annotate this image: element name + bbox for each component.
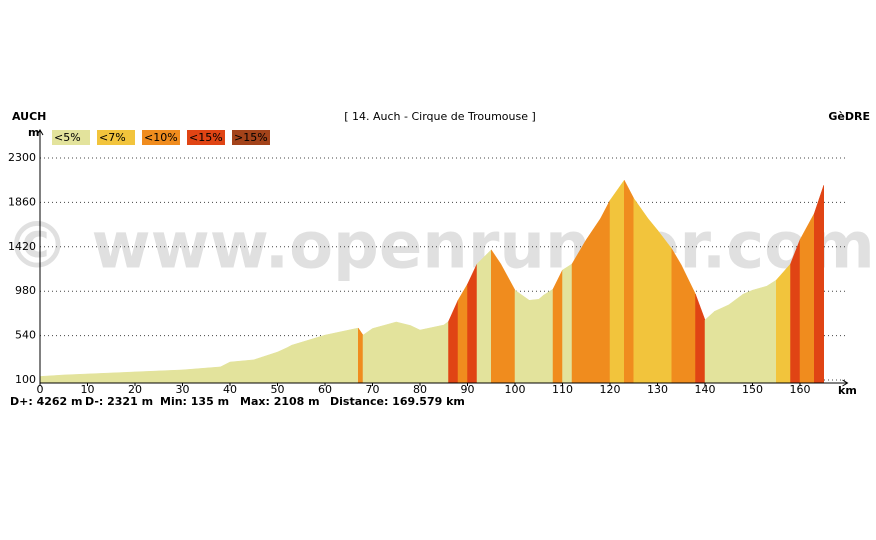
- profile-segment: [538, 294, 544, 384]
- profile-segment: [514, 289, 530, 384]
- x-tick-label: 160: [790, 383, 811, 396]
- x-tick-label: 70: [366, 383, 380, 396]
- end-label: GèDRE: [828, 110, 870, 123]
- profile-segment: [457, 283, 468, 384]
- x-axis-label: km: [838, 384, 857, 397]
- x-tick-label: 140: [695, 383, 716, 396]
- x-tick-label: 10: [81, 383, 95, 396]
- profile-segment: [624, 180, 634, 384]
- profile-segment: [362, 328, 373, 384]
- profile-segment: [647, 217, 658, 384]
- y-axis-label: m: [28, 126, 39, 139]
- stat: D+: 4262 m: [10, 395, 82, 408]
- x-tick-label: 0: [37, 383, 44, 396]
- y-axis-arrow: [36, 129, 44, 136]
- profile-segment: [87, 371, 136, 384]
- y-tick-label: 540: [15, 329, 36, 342]
- profile-segment: [571, 238, 587, 384]
- profile-segment: [728, 293, 744, 384]
- profile-segment: [324, 327, 359, 384]
- x-tick-label: 40: [223, 383, 237, 396]
- profile-segment: [134, 369, 183, 384]
- profile-segment: [182, 366, 221, 384]
- legend-label: <5%: [54, 131, 81, 144]
- profile-segment: [220, 361, 231, 384]
- profile-segment: [790, 239, 801, 384]
- legend-swatch: [232, 130, 270, 145]
- profile-segment: [776, 263, 791, 384]
- profile-segment: [277, 347, 288, 384]
- profile-segment: [448, 300, 459, 384]
- profile-segment: [63, 373, 88, 384]
- legend-swatch: [187, 130, 225, 145]
- profile-segment: [467, 263, 478, 384]
- profile-segment: [633, 197, 649, 384]
- profile-segment: [671, 247, 682, 384]
- profile: [39, 179, 824, 384]
- profile-segment: [695, 294, 706, 384]
- x-tick-label: 110: [552, 383, 573, 396]
- profile-segment: [600, 200, 611, 384]
- profile-segment: [742, 289, 753, 384]
- legend-label: >15%: [234, 131, 268, 144]
- x-tick-label: 130: [647, 383, 668, 396]
- x-tick-label: 120: [600, 383, 621, 396]
- profile-segment: [286, 344, 292, 384]
- chart-title: [ 14. Auch - Cirque de Troumouse ]: [344, 110, 536, 123]
- x-tick-label: 80: [413, 383, 427, 396]
- x-tick-label: 90: [461, 383, 475, 396]
- profile-segment: [476, 249, 492, 384]
- profile-segment: [396, 321, 411, 384]
- profile-segment: [529, 298, 539, 384]
- profile-segment: [39, 374, 64, 384]
- stat: Distance: 169.579 km: [330, 395, 465, 408]
- profile-segment: [714, 304, 729, 384]
- legend-swatch: [52, 130, 90, 145]
- profile-segment: [752, 285, 767, 384]
- legend-swatch: [97, 130, 135, 145]
- x-axis-arrow: [842, 379, 849, 387]
- y-tick-label: 980: [15, 284, 36, 297]
- x-tick-label: 20: [128, 383, 142, 396]
- profile-segment: [586, 217, 601, 384]
- profile-segment: [419, 324, 444, 384]
- profile-segment: [657, 229, 672, 384]
- stat: D-: 2321 m: [85, 395, 153, 408]
- stat: Min: 135 m: [160, 395, 229, 408]
- y-tick-label: 100: [15, 373, 36, 386]
- y-tick-label: 2300: [8, 151, 36, 164]
- x-tick-label: 30: [176, 383, 190, 396]
- profile-segment: [491, 249, 501, 384]
- x-tick-label: 60: [318, 383, 332, 396]
- start-label: AUCH: [12, 110, 46, 123]
- profile-segment: [552, 269, 563, 384]
- profile-segment: [229, 359, 254, 384]
- profile-segment: [609, 179, 625, 384]
- legend-label: <15%: [189, 131, 223, 144]
- profile-segment: [704, 310, 715, 384]
- profile-segment: [443, 320, 449, 384]
- y-tick-label: 1860: [8, 195, 36, 208]
- profile-segment: [814, 185, 824, 384]
- profile-segment: [799, 213, 815, 384]
- x-tick-label: 50: [271, 383, 285, 396]
- legend-label: <7%: [99, 131, 126, 144]
- stat: Max: 2108 m: [240, 395, 320, 408]
- profile-segment: [372, 321, 397, 384]
- profile-segment: [562, 263, 573, 384]
- profile-segment: [291, 334, 326, 384]
- profile-segment: [766, 279, 777, 384]
- y-tick-label: 1420: [8, 240, 36, 253]
- profile-segment: [253, 351, 278, 384]
- legend-label: <10%: [144, 131, 178, 144]
- legend-swatch: [142, 130, 180, 145]
- profile-segment: [358, 327, 364, 384]
- x-tick-label: 100: [505, 383, 526, 396]
- x-tick-label: 150: [742, 383, 763, 396]
- profile-segment: [410, 325, 421, 384]
- profile-segment: [543, 288, 554, 384]
